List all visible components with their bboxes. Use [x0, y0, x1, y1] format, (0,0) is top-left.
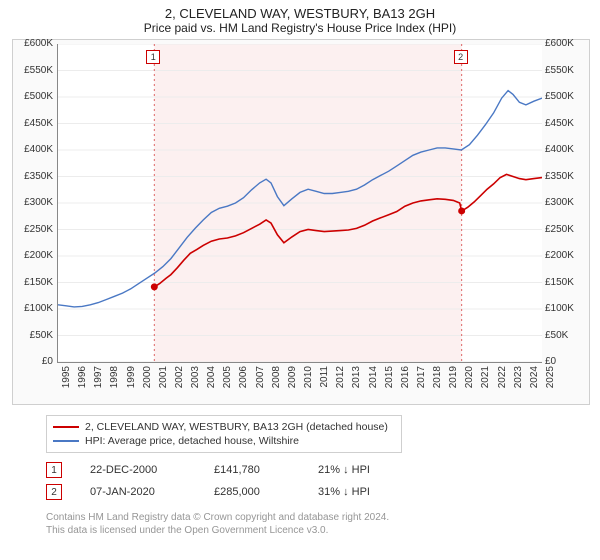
event-badge-num: 1 [51, 465, 57, 476]
y-tick-label-right: £50K [545, 330, 585, 341]
x-tick-label: 2010 [303, 366, 314, 396]
y-tick-label: £300K [15, 197, 53, 208]
x-tick-label: 1995 [61, 366, 72, 396]
event-pct: 31% [318, 486, 340, 498]
y-tick-label: £250K [15, 224, 53, 235]
x-tick-label: 2024 [529, 366, 540, 396]
x-tick-label: 2001 [158, 366, 169, 396]
x-tick-label: 2011 [319, 366, 330, 396]
y-tick-label: £350K [15, 171, 53, 182]
x-tick-label: 2019 [448, 366, 459, 396]
y-tick-label: £600K [15, 38, 53, 49]
y-tick-label: £200K [15, 250, 53, 261]
down-arrow-icon: ↓ [343, 486, 349, 498]
event-vs: 31% ↓ HPI [318, 486, 370, 498]
events-table: 1 22-DEC-2000 £141,780 21% ↓ HPI 2 07-JA… [46, 459, 590, 503]
x-tick-label: 2015 [384, 366, 395, 396]
chart-title: 2, CLEVELAND WAY, WESTBURY, BA13 2GH [10, 6, 590, 21]
footer-line: This data is licensed under the Open Gov… [46, 524, 590, 537]
y-tick-label-right: £450K [545, 118, 585, 129]
y-tick-label: £50K [15, 330, 53, 341]
y-tick-label: £150K [15, 277, 53, 288]
y-tick-label-right: £550K [545, 65, 585, 76]
x-tick-label: 2002 [174, 366, 185, 396]
y-tick-label-right: £200K [545, 250, 585, 261]
event-row: 2 07-JAN-2020 £285,000 31% ↓ HPI [46, 481, 590, 503]
x-tick-label: 2003 [190, 366, 201, 396]
x-tick-label: 2004 [206, 366, 217, 396]
x-tick-label: 2014 [368, 366, 379, 396]
y-tick-label: £0 [15, 356, 53, 367]
x-tick-label: 2000 [142, 366, 153, 396]
chart-marker-badge: 2 [454, 50, 468, 64]
x-tick-label: 1996 [77, 366, 88, 396]
x-tick-label: 2020 [464, 366, 475, 396]
plot-area [57, 44, 542, 363]
y-tick-label: £450K [15, 118, 53, 129]
legend-item: 2, CLEVELAND WAY, WESTBURY, BA13 2GH (de… [53, 420, 395, 434]
event-badge: 1 [46, 462, 62, 478]
footer-attribution: Contains HM Land Registry data © Crown c… [46, 511, 590, 537]
legend-box: 2, CLEVELAND WAY, WESTBURY, BA13 2GH (de… [46, 415, 402, 453]
event-date: 07-JAN-2020 [90, 486, 186, 498]
y-tick-label-right: £600K [545, 38, 585, 49]
y-tick-label-right: £500K [545, 91, 585, 102]
legend-swatch [53, 440, 79, 442]
x-tick-label: 2022 [497, 366, 508, 396]
page-wrap: 2, CLEVELAND WAY, WESTBURY, BA13 2GH Pri… [0, 0, 600, 560]
y-tick-label-right: £150K [545, 277, 585, 288]
x-tick-label: 2017 [416, 366, 427, 396]
x-tick-label: 2012 [335, 366, 346, 396]
y-tick-label-right: £300K [545, 197, 585, 208]
event-price: £141,780 [214, 464, 290, 476]
event-date: 22-DEC-2000 [90, 464, 186, 476]
legend-swatch [53, 426, 79, 428]
event-badge-num: 2 [51, 487, 57, 498]
legend-item: HPI: Average price, detached house, Wilt… [53, 434, 395, 448]
x-tick-label: 2007 [255, 366, 266, 396]
y-tick-label: £550K [15, 65, 53, 76]
event-row: 1 22-DEC-2000 £141,780 21% ↓ HPI [46, 459, 590, 481]
x-tick-label: 2021 [480, 366, 491, 396]
x-tick-label: 1999 [126, 366, 137, 396]
x-tick-label: 2023 [513, 366, 524, 396]
legend-label: HPI: Average price, detached house, Wilt… [85, 435, 299, 447]
y-tick-label-right: £100K [545, 303, 585, 314]
y-tick-label-right: £250K [545, 224, 585, 235]
x-tick-label: 2009 [287, 366, 298, 396]
x-tick-label: 2025 [545, 366, 556, 396]
y-tick-label-right: £350K [545, 171, 585, 182]
chart-subtitle: Price paid vs. HM Land Registry's House … [10, 21, 590, 35]
event-price: £285,000 [214, 486, 290, 498]
x-tick-label: 2016 [400, 366, 411, 396]
y-tick-label: £400K [15, 144, 53, 155]
legend-label: 2, CLEVELAND WAY, WESTBURY, BA13 2GH (de… [85, 421, 388, 433]
chart-panel: £0 £50K £100K £150K £200K £250K £300K £350K £400… [12, 39, 590, 405]
x-tick-label: 1998 [109, 366, 120, 396]
x-tick-label: 2018 [432, 366, 443, 396]
footer-line: Contains HM Land Registry data © Crown c… [46, 511, 590, 524]
y-tick-label-right: £400K [545, 144, 585, 155]
x-tick-label: 2006 [238, 366, 249, 396]
event-badge: 2 [46, 484, 62, 500]
y-tick-label: £100K [15, 303, 53, 314]
event-vs-label: HPI [352, 464, 370, 476]
event-pct: 21% [318, 464, 340, 476]
x-tick-label: 2008 [271, 366, 282, 396]
event-vs: 21% ↓ HPI [318, 464, 370, 476]
y-tick-label: £500K [15, 91, 53, 102]
x-tick-label: 2013 [351, 366, 362, 396]
down-arrow-icon: ↓ [343, 464, 349, 476]
x-tick-label: 2005 [222, 366, 233, 396]
plot-svg [58, 44, 542, 362]
event-vs-label: HPI [352, 486, 370, 498]
x-tick-label: 1997 [93, 366, 104, 396]
chart-marker-badge: 1 [146, 50, 160, 64]
